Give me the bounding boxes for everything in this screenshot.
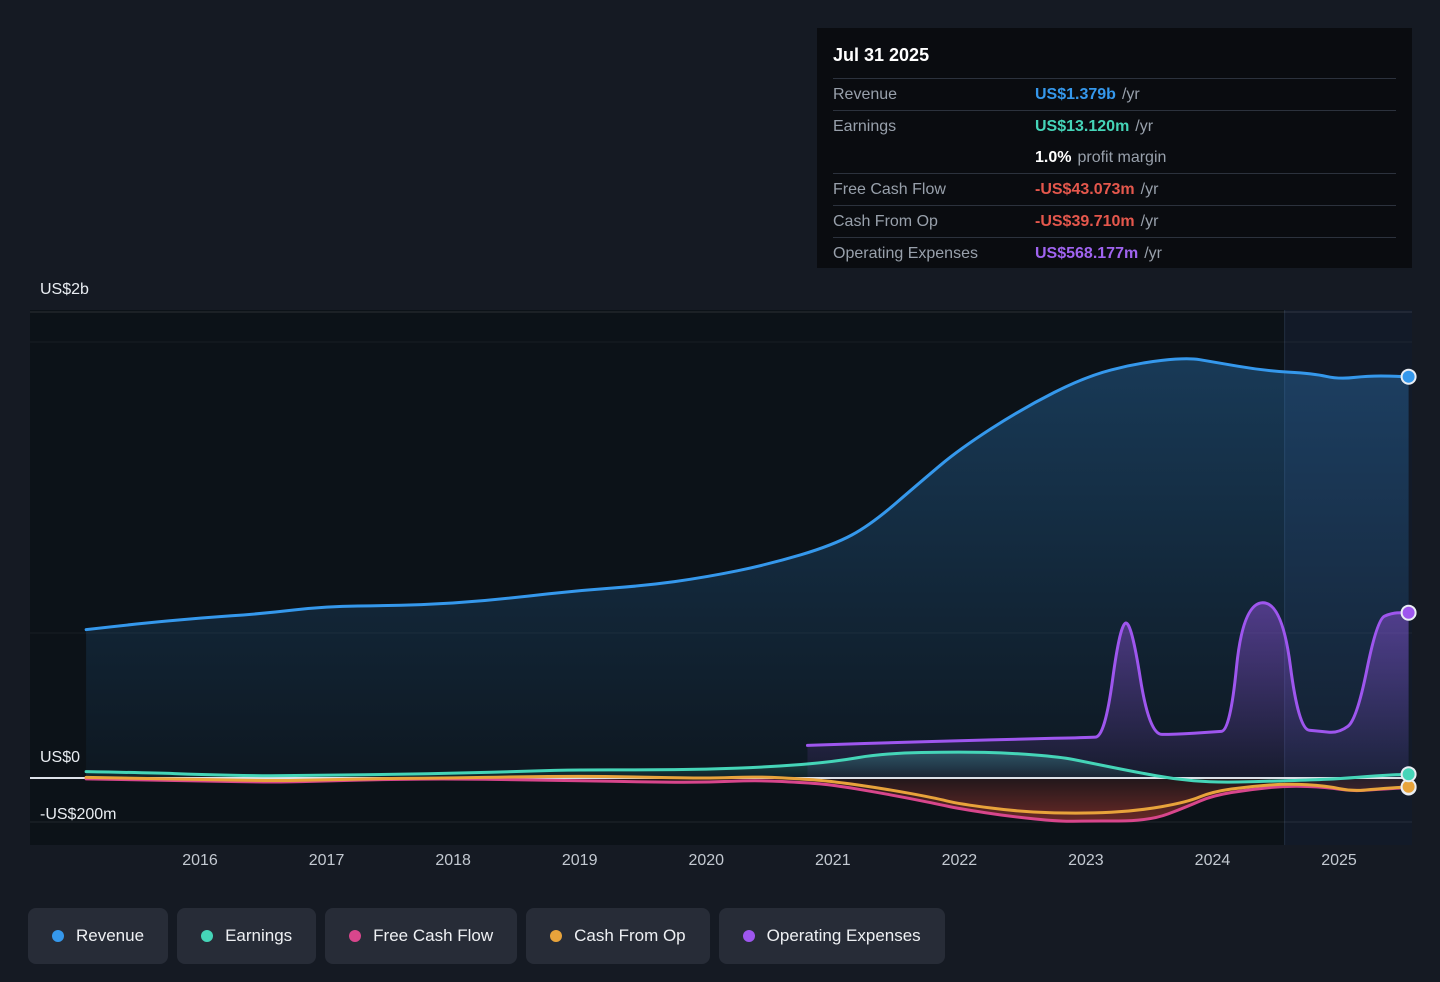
legend: Revenue Earnings Free Cash Flow Cash Fro… bbox=[28, 908, 945, 964]
tooltip-label-earnings: Earnings bbox=[833, 117, 897, 135]
legend-label-earnings: Earnings bbox=[225, 926, 293, 945]
tooltip-row-operating-expenses: Operating Expenses US$568.177m /yr bbox=[833, 237, 1396, 269]
tooltip-suffix-free-cash-flow: /yr bbox=[1140, 180, 1159, 198]
tooltip-date: Jul 31 2025 bbox=[833, 44, 930, 65]
tooltip-row-cash-from-op: Cash From Op -US$39.710m /yr bbox=[833, 205, 1396, 237]
legend-item-earnings[interactable]: Earnings bbox=[177, 908, 317, 964]
x-axis-label-2020: 2020 bbox=[688, 852, 725, 869]
x-axis-label-2019: 2019 bbox=[561, 852, 598, 869]
tooltip-row-profit-margin: 1.0% profit margin bbox=[833, 142, 1396, 173]
free-cash-flow-series-dot-icon bbox=[349, 930, 362, 942]
legend-item-cash-from-op[interactable]: Cash From Op bbox=[526, 908, 710, 964]
cash-from-op-series-dot-icon bbox=[550, 930, 563, 942]
x-axis-label-2022: 2022 bbox=[941, 852, 978, 869]
y-axis-label-neg200m: -US$200m bbox=[40, 806, 117, 823]
tooltip-suffix-profit-margin: profit margin bbox=[1077, 148, 1167, 166]
tooltip-value-profit-margin: 1.0% bbox=[1035, 148, 1072, 166]
tooltip-suffix-revenue: /yr bbox=[1121, 85, 1140, 103]
x-axis: 2016 2017 2018 2019 2020 2021 2022 2023 2024 2025 bbox=[0, 852, 1440, 876]
earnings-series-dot-icon bbox=[201, 930, 214, 942]
tooltip-value-revenue: US$1.379b bbox=[1035, 85, 1116, 103]
legend-label-operating-expenses: Operating Expenses bbox=[766, 926, 921, 945]
x-axis-label-2023: 2023 bbox=[1068, 852, 1104, 869]
x-axis-label-2021: 2021 bbox=[815, 852, 851, 869]
legend-item-free-cash-flow[interactable]: Free Cash Flow bbox=[325, 908, 518, 964]
x-axis-label-2017: 2017 bbox=[308, 852, 345, 869]
tooltip-value-cash-from-op: -US$39.710m bbox=[1035, 212, 1135, 230]
y-axis-label-2b: US$2b bbox=[40, 281, 89, 298]
tooltip-row-earnings: Earnings US$13.120m /yr bbox=[833, 110, 1396, 142]
x-axis-label-2016: 2016 bbox=[182, 852, 218, 869]
tooltip-value-earnings: US$13.120m bbox=[1035, 117, 1130, 135]
tooltip-label-free-cash-flow: Free Cash Flow bbox=[833, 180, 946, 198]
tooltip-row-revenue: Revenue US$1.379b /yr bbox=[833, 78, 1396, 110]
tooltip-label-cash-from-op: Cash From Op bbox=[833, 212, 938, 230]
tooltip-row-free-cash-flow: Free Cash Flow -US$43.073m /yr bbox=[833, 173, 1396, 205]
operating-expenses-series-dot-icon bbox=[742, 930, 755, 942]
legend-label-free-cash-flow: Free Cash Flow bbox=[373, 926, 494, 945]
legend-label-revenue: Revenue bbox=[76, 926, 145, 945]
x-axis-label-2025: 2025 bbox=[1321, 852, 1357, 869]
legend-label-cash-from-op: Cash From Op bbox=[574, 926, 686, 945]
chart-tooltip: Jul 31 2025 Revenue US$1.379b /yr Earnin… bbox=[817, 28, 1412, 268]
tooltip-value-free-cash-flow: -US$43.073m bbox=[1035, 180, 1135, 198]
tooltip-suffix-operating-expenses: /yr bbox=[1144, 244, 1162, 262]
revenue-series-dot-icon bbox=[52, 930, 64, 942]
legend-item-revenue[interactable]: Revenue bbox=[28, 908, 169, 964]
tooltip-label-revenue: Revenue bbox=[833, 85, 898, 103]
tooltip-suffix-earnings: /yr bbox=[1135, 117, 1154, 135]
tooltip-suffix-cash-from-op: /yr bbox=[1140, 212, 1159, 230]
legend-item-operating-expenses[interactable]: Operating Expenses bbox=[718, 908, 945, 964]
y-axis-label-zero: US$0 bbox=[40, 749, 81, 766]
tooltip-value-operating-expenses: US$568.177m bbox=[1035, 244, 1139, 262]
tooltip-label-operating-expenses: Operating Expenses bbox=[833, 244, 978, 262]
x-axis-label-2024: 2024 bbox=[1194, 852, 1231, 869]
x-axis-label-2018: 2018 bbox=[435, 852, 471, 869]
